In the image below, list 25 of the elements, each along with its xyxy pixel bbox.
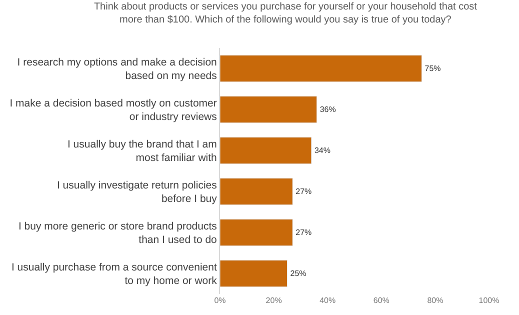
y-tick-label: I buy more generic or store brand products than I used to do	[18, 220, 218, 246]
x-tick-label: 100%	[478, 296, 500, 305]
y-tick-label: I usually buy the brand that I am most familiar with	[67, 138, 218, 164]
data-label: 36%	[320, 105, 336, 114]
data-label: 34%	[314, 146, 330, 156]
bar	[220, 96, 318, 124]
data-label: 75%	[424, 64, 441, 73]
y-tick-label: I research my options and make a decision based on my needs	[17, 56, 218, 82]
bar	[220, 218, 293, 246]
y-tick-label: I make a decision based mostly on customer or industry reviews	[10, 97, 218, 123]
chart-title: Think about products or services you purchase for yourself or your household that cost more than $100. Which of the following would you say is true of you today?	[94, 1, 478, 26]
data-label: 27%	[296, 228, 312, 238]
data-label: 25%	[290, 269, 306, 278]
data-label: 27%	[296, 187, 312, 196]
x-tick-label: 40%	[320, 296, 336, 305]
bar	[220, 136, 312, 164]
y-tick-label: I usually investigate return policies before I buy	[56, 179, 218, 205]
x-tick-label: 0%	[214, 296, 226, 305]
bar	[220, 178, 293, 206]
bar	[220, 54, 422, 82]
x-tick-label: 80%	[427, 296, 444, 305]
x-tick-label: 60%	[373, 296, 390, 305]
y-tick-label: I usually purchase from a source convenient to my home or work	[11, 261, 218, 287]
bar	[220, 260, 288, 288]
x-tick-label: 20%	[266, 296, 282, 305]
